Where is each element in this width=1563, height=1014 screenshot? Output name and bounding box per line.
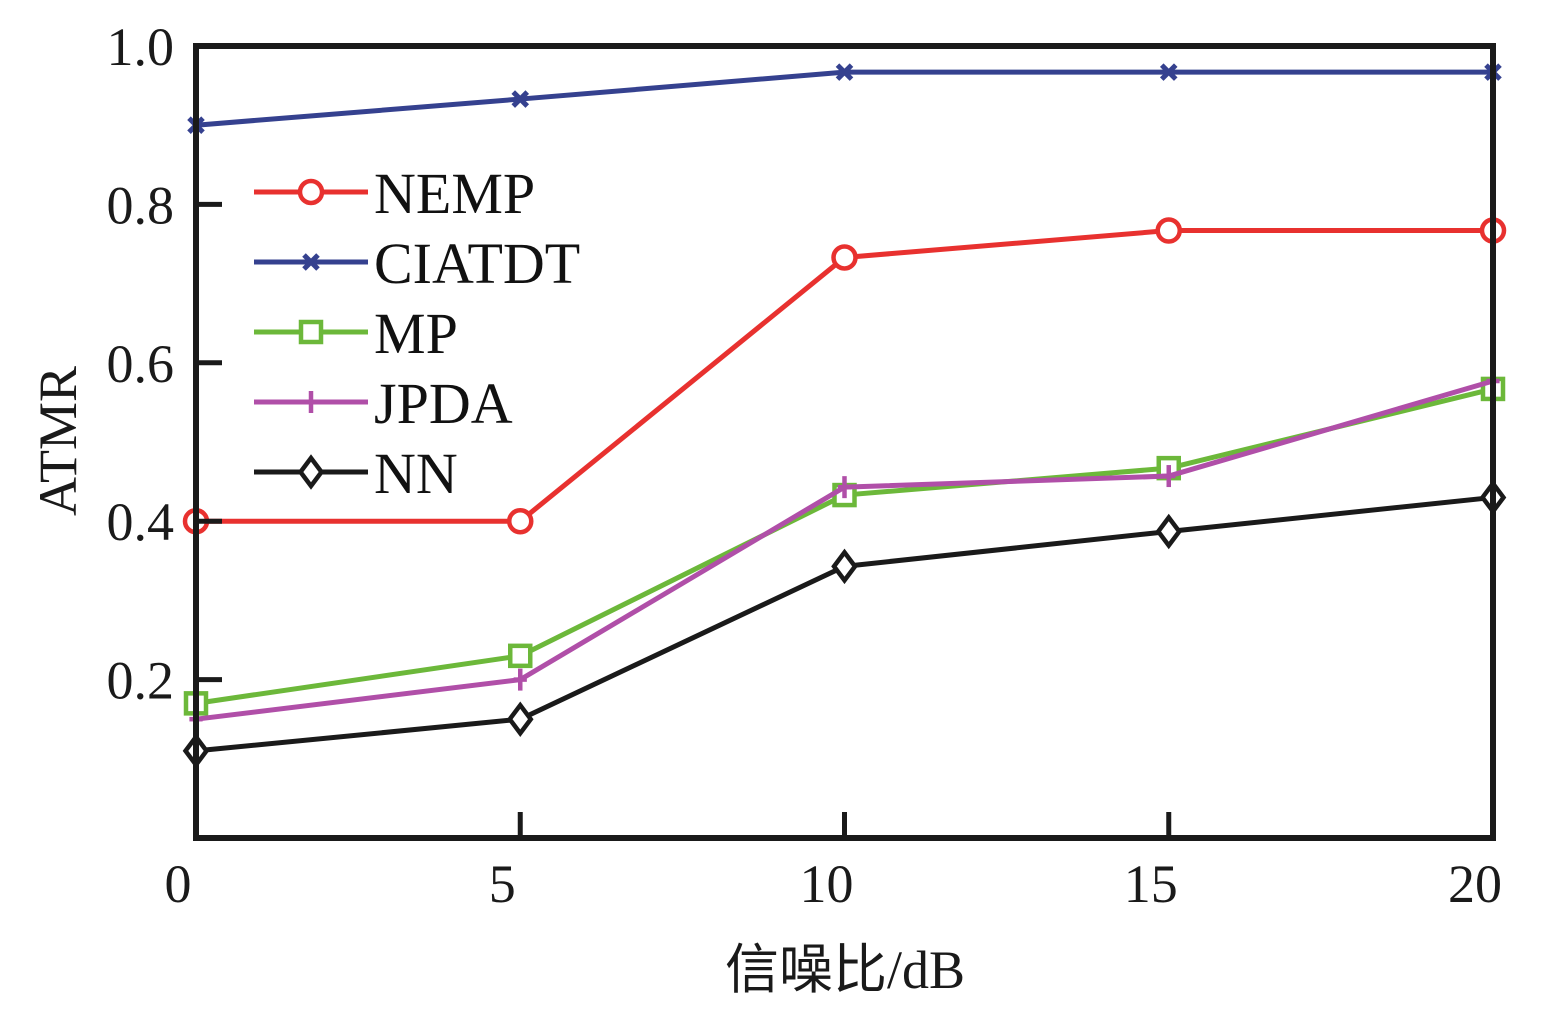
legend-label: JPDA	[374, 371, 513, 436]
y-tick-label: 0.4	[107, 492, 175, 552]
y-tick-label: 0.8	[107, 175, 175, 235]
data-point-nemp	[507, 507, 534, 535]
data-point-jpda	[837, 476, 852, 499]
y-tick-label: 0.2	[107, 651, 175, 711]
legend-label: NN	[374, 441, 458, 506]
x-axis-title: 信噪比/dB	[725, 940, 965, 1000]
y-axis-title: ATMR	[28, 366, 88, 516]
x-tick-label: 15	[1124, 854, 1178, 914]
data-point-ciatdt	[835, 63, 854, 81]
x-tick-label: 0	[165, 854, 192, 914]
data-point-jpda	[1162, 465, 1176, 488]
y-tick-label: 1.0	[107, 17, 175, 77]
legend-label: MP	[374, 301, 458, 366]
data-point-nn	[831, 548, 858, 585]
data-point-nemp	[1155, 217, 1182, 244]
legend-item-ciatdt: CIATDT	[254, 231, 580, 296]
data-point-nemp	[831, 244, 858, 271]
x-tick-label: 10	[800, 854, 854, 914]
x-tick-label: 20	[1448, 854, 1502, 914]
legend-label: NEMP	[374, 161, 535, 226]
series-layer	[182, 63, 1507, 769]
series-line-nn	[195, 494, 1494, 754]
x-tick-label: 5	[489, 854, 516, 914]
legend-label: CIATDT	[374, 231, 580, 296]
data-point-ciatdt	[1159, 63, 1178, 81]
data-point-ciatdt	[511, 90, 530, 108]
series-line-ciatdt	[195, 69, 1493, 128]
legend-marker-icon	[297, 454, 325, 490]
data-point-nn	[1155, 513, 1183, 550]
legend-item-nemp: NEMP	[254, 161, 535, 226]
data-point-nn	[506, 701, 534, 737]
legend-item-mp: MP	[254, 301, 458, 366]
data-point-mp	[508, 643, 533, 669]
y-tick-label: 0.6	[107, 334, 175, 394]
legend-marker-icon	[298, 319, 324, 345]
legend-marker-icon	[304, 391, 318, 413]
data-point-jpda	[513, 668, 527, 691]
legend-item-nn: NN	[254, 441, 458, 506]
ticks-layer: 0.2 0.4 0.6 0.8 1.0 0 5 10 15 20	[107, 17, 1503, 914]
legend-marker-icon	[302, 253, 320, 271]
legend-item-jpda: JPDA	[254, 371, 513, 436]
legend-marker-icon	[297, 178, 325, 206]
